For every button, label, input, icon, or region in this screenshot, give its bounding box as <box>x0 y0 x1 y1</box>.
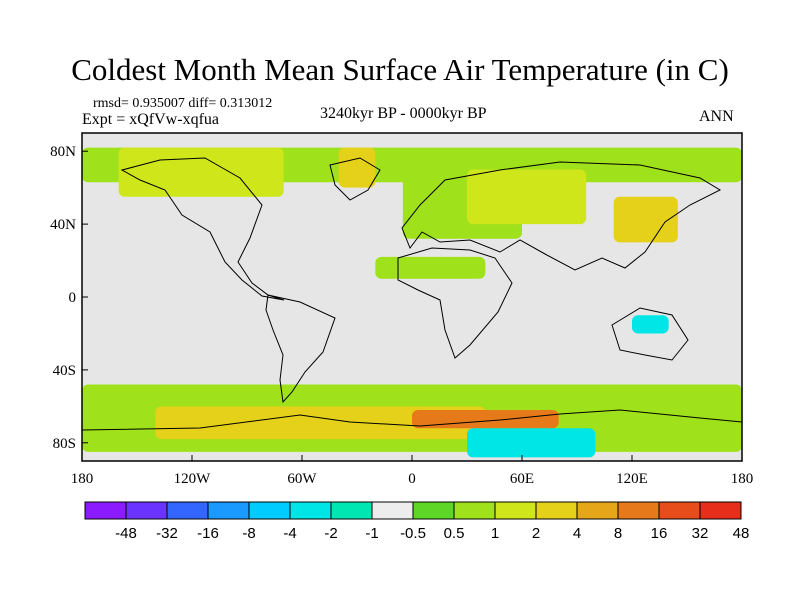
y-tick-label-1: 40N <box>50 217 76 233</box>
colorbar-label-4: -4 <box>283 525 296 542</box>
x-tick-label-0: 180 <box>71 471 94 487</box>
colorbar-box-7 <box>371 501 414 520</box>
x-tick-label-3: 0 <box>408 471 416 487</box>
colorbar-label-8: 0.5 <box>444 525 465 542</box>
colorbar-box-3 <box>207 501 250 520</box>
coast-north-america <box>120 157 285 301</box>
coast-south-america <box>265 294 336 404</box>
coast-greenland <box>329 157 381 201</box>
field-region-7 <box>632 315 669 334</box>
y-tick-label-3: 40S <box>53 363 76 379</box>
coast-africa <box>397 247 513 359</box>
field-region-2 <box>338 147 376 188</box>
x-tick-label-5: 120E <box>616 471 648 487</box>
colorbar-label-12: 8 <box>614 525 622 542</box>
coast-antarctica <box>81 409 743 431</box>
colorbar-box-5 <box>289 501 332 520</box>
x-tick-label-6: 180 <box>731 471 754 487</box>
x-tick-label-2: 60W <box>287 471 317 487</box>
colorbar-box-10 <box>494 501 537 520</box>
colorbar-label-5: -2 <box>324 525 337 542</box>
colorbar-box-0 <box>84 501 127 520</box>
colorbar-box-15 <box>699 501 742 520</box>
colorbar-label-6: -1 <box>365 525 378 542</box>
stats-label: rmsd= 0.935007 diff= 0.313012 <box>93 96 273 111</box>
colorbar-label-7: -0.5 <box>400 525 426 542</box>
colorbar-box-8 <box>412 501 455 520</box>
field-region-9 <box>155 406 486 440</box>
field-region-4 <box>467 169 587 225</box>
colorbar-label-10: 2 <box>532 525 540 542</box>
colorbar-box-1 <box>125 501 168 520</box>
colorbar-box-4 <box>248 501 291 520</box>
period-label: 3240kyr BP - 0000kyr BP <box>320 105 487 122</box>
colorbar-label-2: -16 <box>197 525 219 542</box>
colorbar-label-14: 32 <box>692 525 709 542</box>
coastlines <box>81 157 743 431</box>
experiment-label: Expt = xQfVw-xqfua <box>82 111 219 128</box>
colorbar-label-3: -8 <box>242 525 255 542</box>
season-label: ANN <box>699 108 734 125</box>
y-tick-label-4: 80S <box>53 436 76 452</box>
colorbar-box-2 <box>166 501 209 520</box>
colorbar-box-6 <box>330 501 373 520</box>
colorbar-box-13 <box>617 501 660 520</box>
coast-australia <box>611 307 689 361</box>
colorbar-label-1: -32 <box>156 525 178 542</box>
colorbar-box-14 <box>658 501 701 520</box>
coast-eurasia <box>401 161 722 271</box>
colorbar-box-9 <box>453 501 496 520</box>
x-tick-label-1: 120W <box>174 471 212 487</box>
y-tick-label-0: 80N <box>50 144 76 160</box>
colorbar-label-0: -48 <box>115 525 137 542</box>
y-axis: 80N 40N 0 40S 80S <box>50 144 88 452</box>
field-region-6 <box>375 256 486 279</box>
colorbar-box-11 <box>535 501 578 520</box>
colorbar-label-13: 16 <box>651 525 668 542</box>
colorbar-label-9: 1 <box>491 525 499 542</box>
field-region-11 <box>467 428 596 458</box>
x-tick-label-4: 60E <box>510 471 534 487</box>
colorbar-label-11: 4 <box>573 525 581 542</box>
x-axis: 180 120W 60W 0 60E 120E 180 <box>71 455 754 487</box>
colorbar-box-12 <box>576 501 619 520</box>
field-region-5 <box>613 196 678 243</box>
y-tick-label-2: 0 <box>69 290 77 306</box>
colorbar-label-15: 48 <box>733 525 750 542</box>
plot-title: Coldest Month Mean Surface Air Temperatu… <box>71 52 729 87</box>
